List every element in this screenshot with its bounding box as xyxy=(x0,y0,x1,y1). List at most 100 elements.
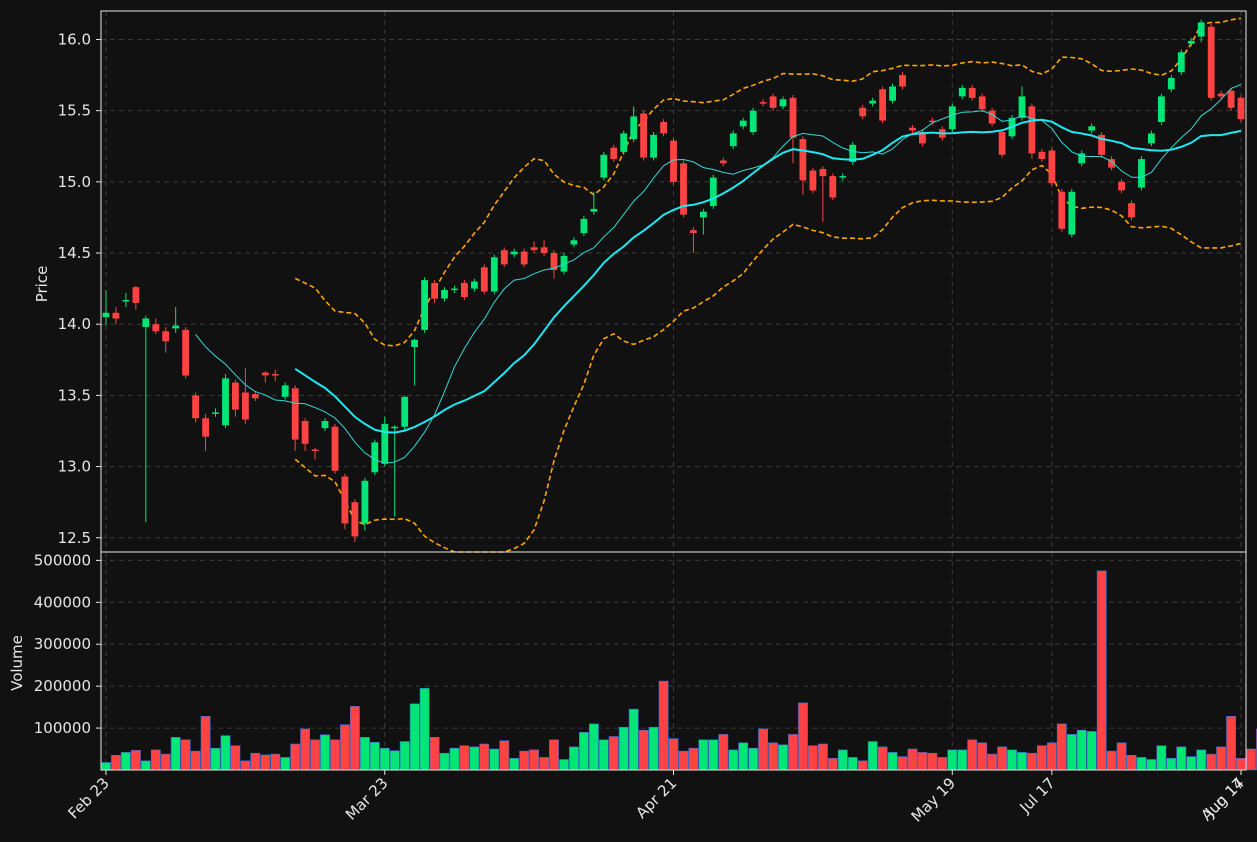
volume-bar xyxy=(827,757,838,771)
candle-body xyxy=(401,396,409,427)
volume-bar xyxy=(937,757,948,771)
volume-bar xyxy=(957,749,968,771)
candle-body xyxy=(232,382,239,410)
volume-bar xyxy=(280,757,291,771)
volume-bar xyxy=(1096,570,1107,771)
volume-bar xyxy=(1037,745,1047,771)
volume-bar xyxy=(1156,745,1167,771)
price-tick-label: 13.0 xyxy=(58,458,91,476)
volume-bar xyxy=(290,743,301,771)
candle-body xyxy=(550,253,558,271)
volume-bar xyxy=(788,734,798,771)
volume-bar xyxy=(817,743,828,771)
candle-body xyxy=(749,110,757,133)
volume-bar xyxy=(1017,752,1027,771)
candle-body xyxy=(1078,153,1086,164)
volume-bar xyxy=(539,757,549,771)
bollinger-bands xyxy=(294,17,1242,553)
volume-bar xyxy=(419,687,430,771)
candle-body xyxy=(1118,181,1125,191)
candle-body xyxy=(381,423,389,464)
volume-bar xyxy=(200,715,211,771)
volume-bar xyxy=(1027,752,1037,771)
candle-body xyxy=(1148,133,1155,144)
grid-lines xyxy=(101,11,1246,770)
candle-body xyxy=(968,87,976,98)
volume-bar xyxy=(628,708,639,771)
candle-body xyxy=(291,388,299,440)
price-tick-label: 12.5 xyxy=(58,529,91,547)
candle-body xyxy=(1098,134,1105,155)
candle-body xyxy=(779,99,787,107)
candle-body xyxy=(540,247,548,253)
candle-body xyxy=(929,120,936,123)
volume-bar xyxy=(1216,746,1226,771)
candle-body xyxy=(809,170,817,191)
candle-body xyxy=(630,116,638,140)
candle-body xyxy=(1038,151,1046,159)
volume-bar xyxy=(758,728,768,771)
volume-bar xyxy=(519,750,530,771)
volume-bar xyxy=(150,749,161,771)
volume-bar xyxy=(340,724,350,771)
candle-body xyxy=(182,329,189,376)
candle-body xyxy=(461,282,468,298)
volume-bar xyxy=(240,760,251,771)
volume-bar xyxy=(708,739,719,771)
candle-body xyxy=(889,86,896,101)
volume-bar xyxy=(738,742,749,771)
volume-bar xyxy=(638,729,649,771)
candle-body xyxy=(530,247,538,251)
volume-bar xyxy=(1236,757,1246,771)
moving-average-slow xyxy=(294,118,1242,434)
candle-body xyxy=(1068,191,1076,235)
volume-bar xyxy=(768,742,778,771)
candle-body xyxy=(640,113,647,158)
candle-body xyxy=(978,96,986,110)
volume-bar xyxy=(399,741,410,771)
price-tick-label: 14.0 xyxy=(58,315,91,333)
candle-body xyxy=(351,502,359,537)
candle-body xyxy=(1048,150,1056,184)
volume-bar xyxy=(728,749,739,771)
volume-bar xyxy=(588,723,599,771)
volume-bar xyxy=(549,739,559,771)
candle-body xyxy=(620,133,628,152)
candle-body xyxy=(261,372,269,376)
volume-tick-label: 300000 xyxy=(34,635,91,653)
candle-body xyxy=(829,176,837,198)
volume-bar xyxy=(1056,723,1067,771)
volume-bar xyxy=(389,750,400,771)
volume-bar xyxy=(310,739,320,771)
volume-bar xyxy=(748,747,759,771)
candle-body xyxy=(769,96,777,108)
candle-body xyxy=(739,120,747,127)
candle-body xyxy=(919,132,926,144)
volume-bar xyxy=(1076,729,1087,771)
volume-tick-label: 200000 xyxy=(34,677,91,695)
candle-body xyxy=(709,177,717,207)
volume-bar xyxy=(608,736,619,771)
price-tick-label: 15.0 xyxy=(58,173,91,191)
candle-body xyxy=(281,385,289,397)
price-tick-label: 15.5 xyxy=(58,102,91,120)
volume-bar xyxy=(1176,746,1187,771)
volume-bar xyxy=(678,750,689,771)
candle-body xyxy=(650,134,657,158)
candle-body xyxy=(331,426,339,471)
candle-body xyxy=(1028,106,1036,154)
candle-body xyxy=(580,218,588,234)
candle-body xyxy=(152,324,160,332)
candle-body xyxy=(490,257,498,292)
volume-bar xyxy=(260,754,271,771)
volume-bar xyxy=(111,754,121,771)
volume-tick-label: 500000 xyxy=(34,551,91,569)
candle-body xyxy=(301,421,309,444)
candle-body xyxy=(132,287,140,303)
candle-body xyxy=(670,140,677,182)
volume-bar xyxy=(1246,748,1256,771)
candle-body xyxy=(729,133,737,147)
candle-body xyxy=(590,208,598,212)
candle-body xyxy=(192,395,199,419)
volume-bar xyxy=(270,753,281,771)
